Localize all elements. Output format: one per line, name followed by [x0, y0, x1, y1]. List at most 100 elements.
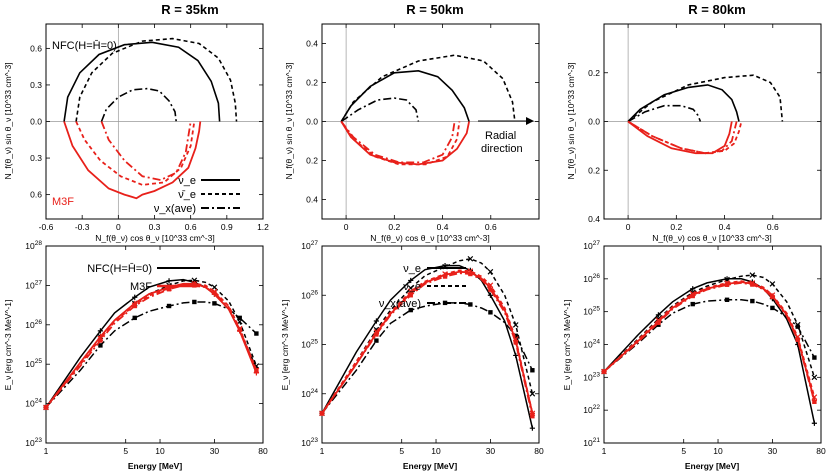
x-tick-label: 80 — [534, 446, 544, 456]
series-group-bm — [319, 255, 536, 431]
y-tick-label: 1027 — [301, 240, 318, 251]
marker-square — [212, 301, 217, 306]
marker-square — [254, 368, 259, 373]
x-tick-label: 0.6 — [485, 222, 497, 232]
y-tick-label: 1025 — [25, 358, 42, 369]
marker-square — [237, 327, 242, 332]
marker-square — [98, 343, 103, 348]
x-tick-label: 5 — [123, 446, 128, 456]
x-tick-label: 0.3 — [149, 222, 161, 232]
ticks-bm: 1 5 10 30 80 1023 1024 1025 1026 1027 — [301, 240, 544, 456]
marker-square — [319, 411, 325, 416]
marker-square — [132, 303, 137, 309]
marker-square — [468, 302, 473, 307]
x-tick-label: 0 — [626, 222, 631, 232]
marker-cross — [467, 255, 474, 262]
ticks-bl: 1 5 10 30 80 1023 1024 1025 1026 1027 1028 — [25, 240, 268, 456]
marker-plus — [408, 277, 414, 284]
marker-square — [408, 307, 413, 313]
x-tick-label: 30 — [768, 446, 778, 456]
series-group-tm — [322, 24, 539, 219]
series-group-bl — [43, 277, 260, 411]
marker-plus — [487, 292, 494, 298]
marker-plus — [690, 286, 696, 292]
annotation-nfc-tl: NFC(H=H̄=0) — [52, 39, 117, 52]
series-m3f-dashdot — [340, 120, 456, 164]
marker-square — [724, 282, 730, 287]
x-tick-label: 0.2 — [670, 222, 682, 232]
y-tick-label: 1022 — [583, 404, 600, 415]
y-tick-label: 1023 — [25, 437, 42, 448]
marker-square — [812, 355, 817, 360]
x-tick-label: 0 — [116, 222, 121, 232]
x-tick-label: 80 — [258, 446, 268, 456]
y-tick-label: 0.2 — [306, 156, 318, 166]
xlabel-tl: N_f(θ_ν) cos θ_ν [10^33 cm^-3] — [95, 233, 214, 243]
series-m3f-dashed — [45, 282, 258, 408]
x-tick-label: 1 — [44, 446, 49, 456]
x-tick-label: 0.4 — [437, 222, 449, 232]
x-tick-label: 5 — [681, 446, 686, 456]
series-m3f-dashdot — [603, 281, 816, 403]
y-tick-label: 1024 — [25, 398, 42, 409]
series-nfc-solid — [45, 278, 258, 408]
marker-plus — [97, 328, 104, 334]
y-tick-label: 0.2 — [306, 78, 318, 88]
x-tick-label: 1 — [320, 446, 325, 456]
y-tick-label: 1028 — [25, 240, 42, 251]
series-group-tl — [46, 24, 263, 219]
ylabel-tl: N_f(θ_ν) sin θ_ν [10^33 cm^-3] — [3, 62, 13, 179]
marker-plus — [513, 352, 519, 359]
panel-top-middle: R = 50km 0 0.2 0.4 0.6 0.4 0.2 0.0 0.2 0.4 Radia… — [284, 2, 540, 243]
marker-square — [795, 324, 800, 329]
y-tick-label: 1026 — [25, 319, 42, 330]
plot-frame-br — [603, 245, 822, 444]
plot-frame-bm — [321, 245, 540, 444]
marker-cross — [211, 284, 218, 291]
marker-square — [690, 293, 695, 299]
y-tick-label: 1027 — [583, 240, 600, 251]
panel-bottom-left: 1 5 10 30 80 1023 1024 1025 1026 1027 1028 NFC(H=H… — [3, 240, 268, 471]
marker-square — [488, 287, 493, 292]
x-tick-label: 0.2 — [388, 222, 400, 232]
marker-square — [513, 340, 518, 345]
x-tick-label: 10 — [431, 446, 441, 456]
legend-bl-label-m3f: M3F — [130, 281, 152, 293]
marker-square — [374, 332, 379, 337]
marker-square — [212, 290, 217, 295]
title-top-left: R = 35km — [161, 2, 218, 17]
panel-top-left: R = 35km -0.6 -0.3 0 0.3 0.6 0.9 1.2 0.6 0.3 0.0 0… — [3, 2, 269, 243]
y-tick-label: 0.0 — [30, 117, 42, 127]
marker-plus — [811, 420, 817, 426]
y-tick-label: 0.2 — [588, 165, 600, 175]
marker-plus — [132, 294, 138, 300]
ylabel-tr: N_f(θ_ν) sin θ_ν [10^33 cm^-3] — [566, 62, 576, 179]
legend-tl-label-nu-e: ν_e — [178, 175, 196, 187]
legend-tl: ν_e ν̄_e ν_x(ave) — [154, 175, 240, 215]
series-nfc-solid — [627, 84, 740, 123]
y-tick-label: 0.3 — [30, 80, 42, 90]
y-tick-label: 1025 — [301, 339, 318, 350]
series-m3f-dashdot — [45, 284, 258, 408]
y-tick-label: 1023 — [583, 371, 600, 382]
ticks-tl: -0.6 -0.3 0 0.3 0.6 0.9 1.2 0.6 0.3 0.0 0.3 0.6 — [30, 24, 269, 232]
marker-plus — [166, 278, 172, 284]
series-m3f-solid — [63, 121, 202, 200]
y-tick-label: 0.0 — [306, 117, 318, 127]
series-group-tr — [604, 24, 821, 219]
legend-bm-label-nu-e-bar: ν̄_e — [403, 281, 421, 293]
legend-bm-label-nu-e: ν_e — [403, 263, 421, 275]
marker-cross — [512, 322, 519, 328]
series-nfc-dashdot — [100, 87, 177, 122]
ylabel-tm: N_f(θ_ν) sin θ_ν [10^33 cm^-3] — [284, 62, 294, 179]
y-tick-label: 0.4 — [588, 214, 600, 224]
series-m3f-dashdot — [100, 121, 192, 181]
marker-square — [750, 282, 755, 287]
x-tick-label: 0.6 — [767, 222, 779, 232]
series-m3f-dashed — [627, 120, 743, 155]
series-m3f-dashdot — [321, 272, 534, 417]
series-nfc-dashed — [75, 37, 238, 122]
y-tick-label: 0.4 — [306, 39, 318, 49]
marker-square — [513, 333, 518, 339]
marker-plus — [373, 318, 380, 324]
